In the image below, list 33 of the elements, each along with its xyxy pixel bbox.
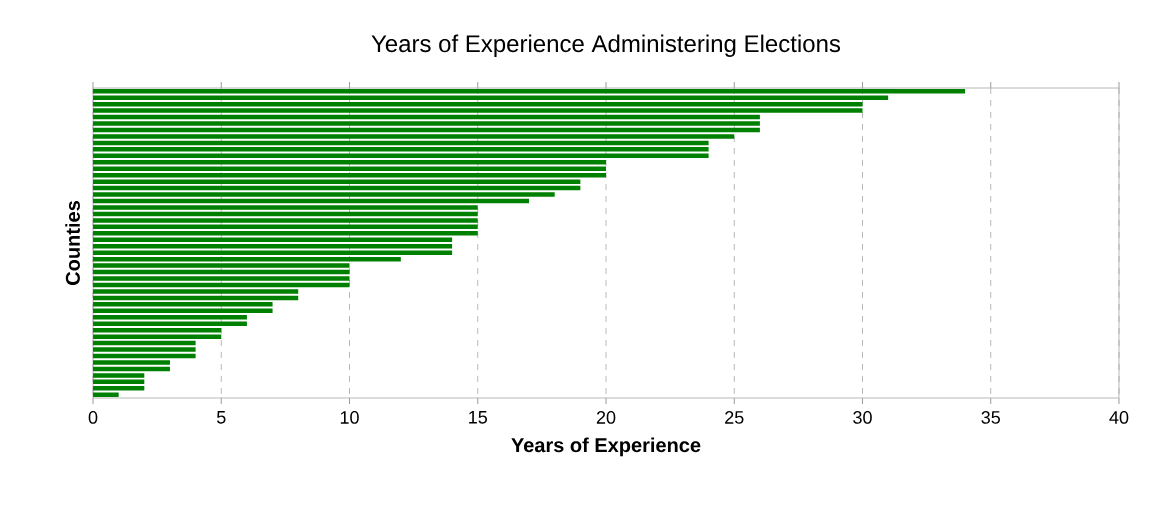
bar: [93, 263, 350, 268]
bar: [93, 179, 581, 184]
bar: [93, 231, 478, 236]
chart-title: Years of Experience Administering Elections: [371, 34, 841, 57]
bar: [93, 192, 555, 197]
x-tick-label: 10: [340, 411, 359, 424]
bar: [93, 302, 273, 307]
bar: [93, 108, 863, 113]
x-axis-title: Years of Experience: [511, 437, 701, 457]
bar: [93, 250, 453, 255]
x-tick-label: 30: [853, 411, 872, 424]
x-tick-label: 20: [596, 411, 616, 424]
bar: [93, 360, 170, 365]
x-tick-label: 15: [469, 411, 488, 424]
x-tick-label: 25: [725, 411, 744, 424]
bar: [93, 373, 145, 378]
x-tick-label: 40: [1109, 411, 1129, 424]
x-tick-label: 35: [981, 411, 1000, 424]
bar: [93, 276, 350, 281]
bar: [93, 147, 709, 152]
bar: [93, 289, 299, 294]
x-tick-label: 0: [88, 411, 98, 424]
bar: [93, 218, 478, 223]
bar: [93, 392, 119, 398]
bar: [93, 205, 478, 210]
y-axis-title: Counties: [65, 201, 80, 285]
bar: [93, 334, 222, 339]
x-tick-label: 5: [216, 411, 226, 424]
bar: [93, 95, 889, 100]
bar: [93, 121, 760, 126]
bar: [93, 134, 735, 139]
bar: [93, 347, 196, 352]
bar: [93, 386, 145, 391]
